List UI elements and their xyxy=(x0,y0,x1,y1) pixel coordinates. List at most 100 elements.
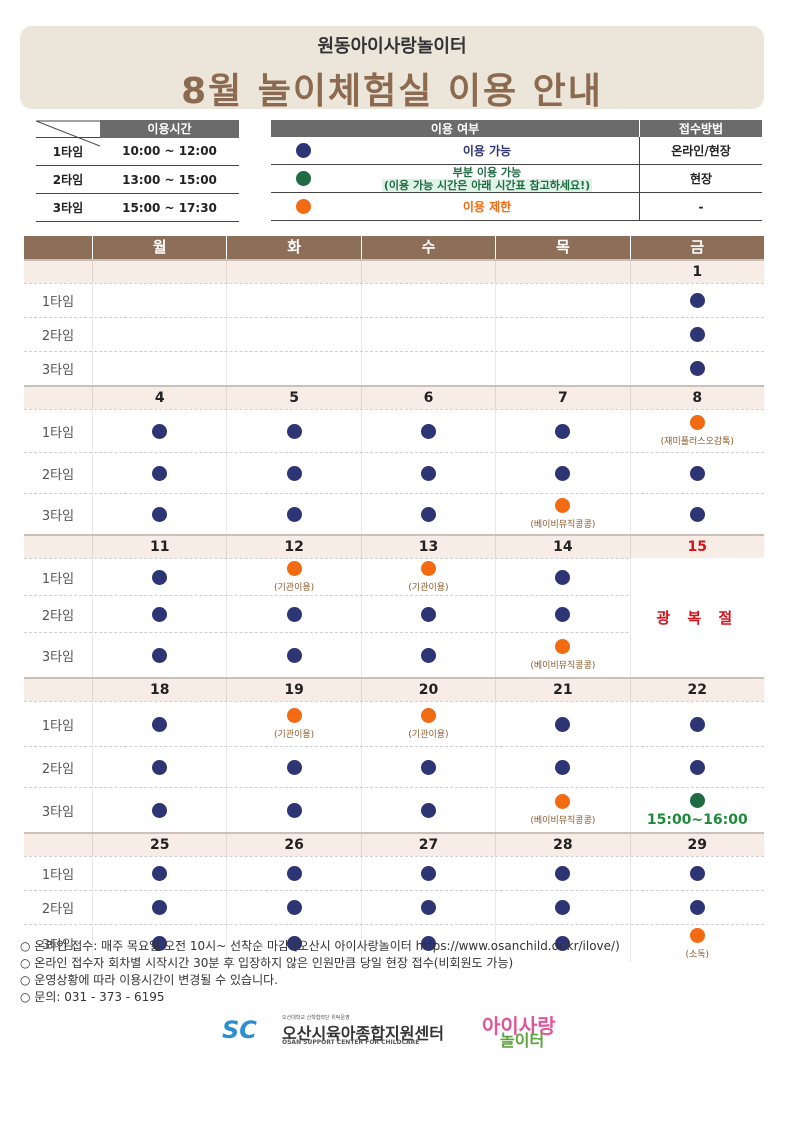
time-table: 이용시간 1타임 10:00 ~ 12:00 2타임 13:00 ~ 15:00… xyxy=(36,120,239,222)
available-dot-icon xyxy=(152,606,168,622)
slot-cell xyxy=(92,596,226,632)
restricted-dot-icon xyxy=(295,199,311,214)
slot-cell xyxy=(495,702,629,746)
legend-status-header: 이용 여부 xyxy=(271,120,640,137)
header-banner: 원동아이사랑놀이터 8월 놀이체험실 이용 안내 xyxy=(20,26,764,112)
date-cell: 22 xyxy=(629,679,764,701)
slot-row: 3타임 (베이비뮤직콩콩) xyxy=(24,493,764,534)
slot-cell: (베이비뮤직콩콩) xyxy=(495,633,629,677)
notes: ○ 온라인 접수: 매주 목요일 오전 10시~ 선착순 마감 (오산시 아이사… xyxy=(20,938,620,1006)
slot-cell xyxy=(92,857,226,890)
slot-cell: (기관이용) xyxy=(360,559,495,595)
slot-cell xyxy=(226,633,360,677)
slot-cell xyxy=(92,559,226,595)
weekday-mon: 월 xyxy=(92,236,226,259)
calendar-weeks: 1 1타임 2타임 3타임 4 5 6 7 8 1타임 (재미플러스오감톡) 2타임 3타임 (베이비뮤직… xyxy=(24,259,764,962)
available-dot-icon xyxy=(420,936,436,951)
week: 25 26 27 28 29 1타임 2타임 3타임 (소독) xyxy=(24,832,764,962)
slot-cell xyxy=(226,352,360,385)
available-dot-icon xyxy=(689,866,705,881)
slot-cell xyxy=(629,857,764,890)
available-dot-icon xyxy=(152,759,168,775)
slot-cell xyxy=(92,453,226,493)
slot-cell: 15:00~16:00 xyxy=(629,788,764,832)
slot-cell xyxy=(629,891,764,924)
slot-row-label: 1타임 xyxy=(41,718,75,734)
available-dot-icon xyxy=(286,936,302,951)
date-cell xyxy=(360,261,495,283)
week: 11 12 13 14 15 1타임 (기관이용) (기관이용) 2타임 3타임 (베이비뮤직콩콩)… xyxy=(24,534,764,677)
available-dot-icon xyxy=(555,465,571,481)
slot-cell xyxy=(92,702,226,746)
available-dot-icon xyxy=(689,900,705,915)
slot-row-label: 3타임 xyxy=(41,938,75,953)
slot-time: 10:00 ~ 12:00 xyxy=(100,137,239,166)
slot-cell xyxy=(495,596,629,632)
date-cell xyxy=(92,261,226,283)
slot-cell xyxy=(92,352,226,385)
slot-label: 3타임 xyxy=(36,193,100,222)
slot-row-label: 1타임 xyxy=(41,571,75,587)
slot-row: 2타임 xyxy=(24,746,764,787)
slot-label: 2타임 xyxy=(36,165,100,194)
slot-cell xyxy=(360,891,495,924)
available-dot-icon xyxy=(555,900,571,915)
available-dot-icon xyxy=(152,465,168,481)
slot-cell xyxy=(360,410,495,452)
restricted-dot-icon xyxy=(286,561,302,576)
center-small-text: 오산대학교 산학협력단 위탁운영 xyxy=(282,1015,350,1021)
slot-cell xyxy=(495,747,629,787)
date-cell: 18 xyxy=(92,679,226,701)
available-dot-icon xyxy=(555,759,571,775)
available-dot-icon xyxy=(152,506,168,522)
slot-cell xyxy=(92,925,226,962)
available-dot-icon xyxy=(555,716,571,732)
available-dot-icon xyxy=(689,465,705,481)
slot-row: 3타임 (소독) xyxy=(24,924,764,962)
date-cell xyxy=(495,261,629,283)
slot-cell xyxy=(92,788,226,832)
date-row: 1 xyxy=(24,259,764,283)
slot-row: 1타임 (기관이용) (기관이용) xyxy=(24,558,764,595)
restricted-dot-icon xyxy=(555,498,571,513)
slot-cell xyxy=(629,318,764,351)
note-contact: ○ 문의: 031 - 373 - 6195 xyxy=(20,990,165,1004)
slot-row: 1타임 xyxy=(24,856,764,890)
available-dot-icon xyxy=(286,759,302,775)
partial-dot-icon xyxy=(689,792,705,808)
slot-row: 2타임 xyxy=(24,317,764,351)
available-dot-icon xyxy=(689,361,705,376)
date-cell: 4 xyxy=(92,387,226,409)
available-dot-icon xyxy=(286,506,302,522)
available-dot-icon xyxy=(152,802,168,818)
available-dot-icon xyxy=(689,759,705,775)
available-dot-icon xyxy=(286,802,302,818)
available-dot-icon xyxy=(286,900,302,915)
slot-note: (기관이용) xyxy=(274,583,315,593)
slot-cell xyxy=(629,284,764,317)
slot-cell xyxy=(92,410,226,452)
slot-row-label: 1타임 xyxy=(41,425,75,441)
slot-row-label: 3타임 xyxy=(41,363,75,378)
slot-cell xyxy=(495,453,629,493)
partial-dot-icon xyxy=(295,171,311,186)
available-dot-icon xyxy=(689,327,705,342)
partial-time: 15:00~16:00 xyxy=(646,811,748,828)
page-title: 8월 놀이체험실 이용 안내 xyxy=(181,71,603,112)
date-cell: 27 xyxy=(360,834,495,856)
slot-note: (기관이용) xyxy=(408,583,449,593)
available-dot-icon xyxy=(555,606,571,622)
diagonal-line xyxy=(36,120,100,147)
time-header: 이용시간 xyxy=(100,120,239,138)
playground-logo: 아이사랑 놀이터 xyxy=(482,1010,582,1050)
slot-note: (소독) xyxy=(685,949,710,960)
weekday-fri: 금 xyxy=(629,236,764,259)
available-dot-icon xyxy=(689,716,705,732)
slot-cell xyxy=(629,633,764,677)
date-cell: 5 xyxy=(226,387,360,409)
slot-cell xyxy=(629,352,764,385)
available-dot-icon xyxy=(152,900,168,915)
date-cell: 20 xyxy=(360,679,495,701)
restricted-dot-icon xyxy=(555,639,571,654)
available-dot-icon xyxy=(286,606,302,622)
